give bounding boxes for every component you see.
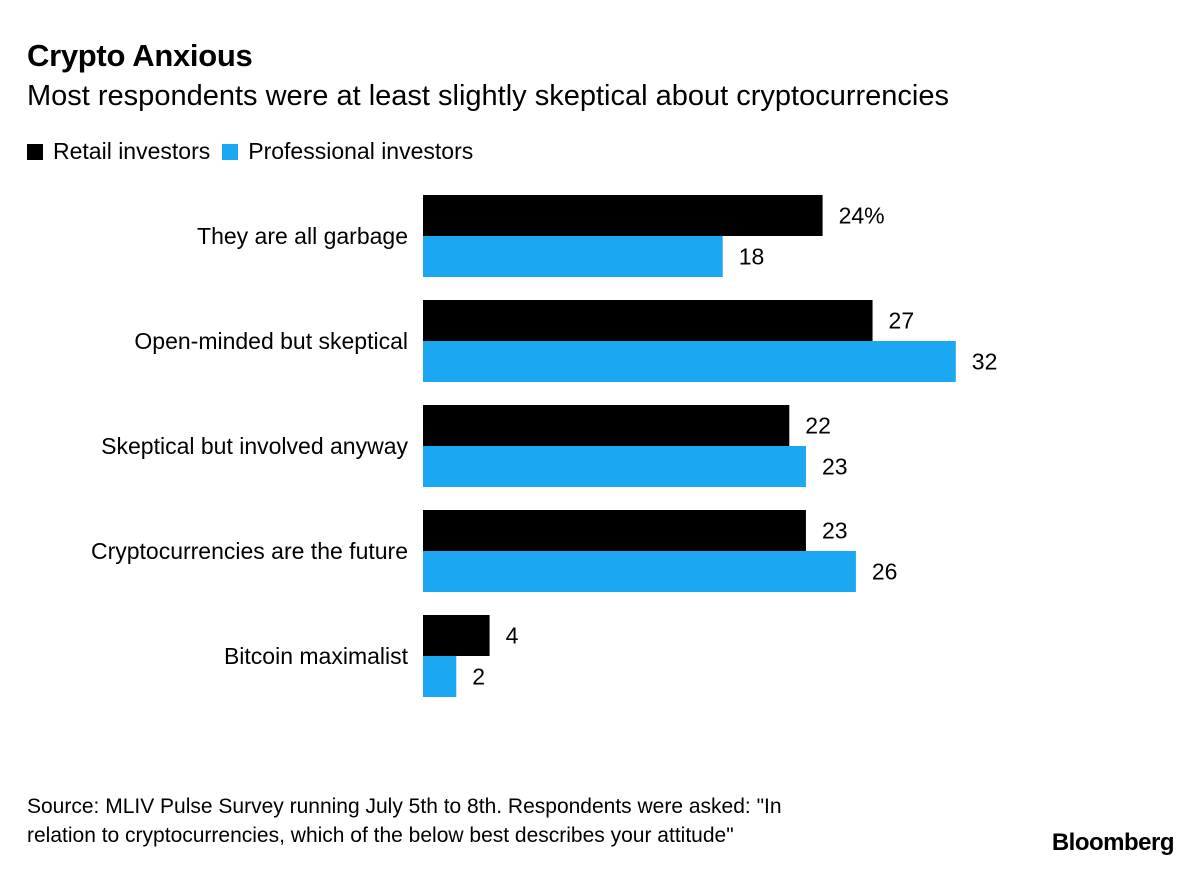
data-label: 23 — [822, 454, 848, 480]
bar-retail — [423, 300, 873, 341]
legend-label-retail: Retail investors — [53, 138, 211, 164]
bar-retail — [423, 510, 806, 551]
bar-retail — [423, 405, 790, 446]
category-label: Open-minded but skeptical — [134, 328, 408, 354]
legend: Retail investors Professional investors — [27, 138, 485, 165]
legend-swatch-retail — [27, 143, 43, 160]
category-label: Skeptical but involved anyway — [101, 433, 408, 459]
category-label: Bitcoin maximalist — [224, 643, 409, 669]
category-label: Cryptocurrencies are the future — [91, 538, 408, 564]
bloomberg-logo: Bloomberg — [1051, 829, 1175, 856]
source-note: Source: MLIV Pulse Survey running July 5… — [27, 792, 927, 850]
bar-professional — [423, 446, 806, 487]
data-label: 27 — [889, 308, 915, 334]
bar-retail — [423, 615, 490, 656]
data-label: 32 — [972, 349, 998, 375]
source-line-2: relation to cryptocurrencies, which of t… — [27, 824, 734, 847]
legend-label-professional: Professional investors — [248, 138, 474, 164]
data-label: 22 — [805, 413, 831, 439]
legend-swatch-professional — [222, 143, 239, 160]
bar-professional — [423, 236, 723, 277]
data-label: 23 — [822, 518, 848, 544]
chart-title: Crypto Anxious — [27, 38, 253, 73]
bar-professional — [423, 656, 457, 697]
data-label: 4 — [506, 623, 519, 649]
chart-subtitle: Most respondents were at least slightly … — [27, 80, 949, 112]
data-label: 24% — [839, 203, 885, 229]
legend-item-retail: Retail investors — [27, 138, 210, 165]
bar-retail — [423, 195, 823, 236]
data-label: 26 — [872, 559, 898, 585]
source-line-1: Source: MLIV Pulse Survey running July 5… — [27, 795, 782, 818]
data-label: 2 — [472, 664, 485, 690]
category-label: They are all garbage — [197, 223, 408, 249]
bar-professional — [423, 551, 856, 592]
legend-item-professional: Professional investors — [222, 138, 473, 165]
data-label: 18 — [739, 244, 765, 270]
bar-professional — [423, 341, 956, 382]
